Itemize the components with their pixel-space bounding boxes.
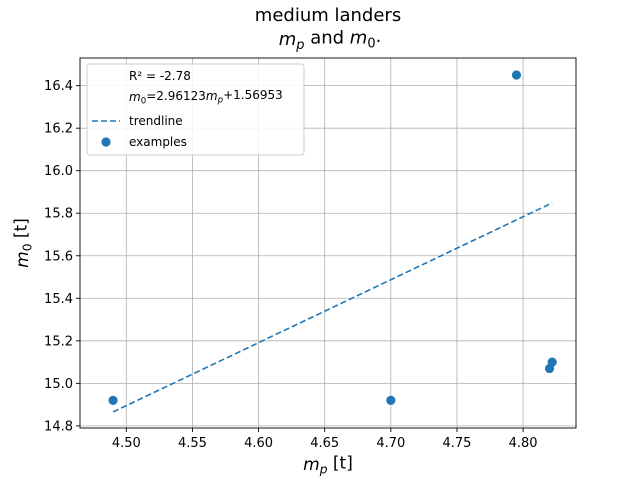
y-axis: 14.8 15.0 15.2 15.4 15.6 15.8 16.0 16.2 16.4 [44,79,80,434]
x-axis: 4.50 4.55 4.60 4.65 4.70 4.75 4.80 [112,428,538,451]
text-part: p [295,38,304,53]
text-part: [t] [328,454,353,474]
x-tick-label: 4.80 [509,436,538,451]
plot-area [79,57,577,429]
legend-r2: R² = -2.78 [129,69,191,83]
text-part: =2.96123 [146,89,206,103]
data-point [108,395,118,405]
legend: R² = -2.78m0=2.96123mp+1.56953trendlinee… [86,63,305,156]
text-part: m [303,455,320,475]
x-axis-label: mp [t] [303,454,353,477]
y-tick-label: 15.0 [44,377,73,392]
legend-examples-label: examples [129,135,187,149]
examples-series [108,70,557,405]
text-part: m [129,90,141,104]
text-part: [t] [12,218,32,243]
trendline [112,202,553,413]
legend-examples-swatch [101,137,111,147]
y-tick-label: 15.8 [44,207,73,222]
y-axis-label-text: m0 [t] [12,218,35,268]
legend-equation: m0=2.96123mp+1.56953 [129,88,283,107]
trendline-series [112,202,553,413]
y-tick-label: 15.4 [44,292,73,307]
x-tick-label: 4.55 [178,436,207,451]
grid [80,58,576,428]
data-point [547,357,557,367]
data-point [386,395,396,405]
text-part: m [279,29,297,50]
y-axis-label: m0 [t] [12,218,35,268]
text-part: 0 [367,36,375,51]
text-part: 0 [141,97,147,107]
x-tick-label: 4.75 [442,436,471,451]
text-part: 0 [21,243,35,251]
y-tick-label: 14.8 [44,419,73,434]
x-tick-label: 4.65 [310,436,339,451]
text-part: m [206,89,218,103]
text-part: and [304,27,349,48]
text-part: p [319,463,328,477]
y-tick-label: 15.6 [44,249,73,264]
y-tick-label: 16.0 [44,164,73,179]
text-part: m [13,251,33,268]
x-axis-label-text: mp [t] [303,454,353,477]
title-line-2: mp and m0. [279,26,382,53]
legend-box [86,63,305,156]
y-tick-label: 16.4 [44,79,73,94]
text-part: +1.56953 [223,88,283,102]
text-part: m [350,27,368,48]
x-tick-label: 4.60 [244,436,273,451]
title-line-1: medium landers [255,5,401,26]
text-part: p [217,96,224,106]
y-tick-label: 16.2 [44,122,73,137]
x-tick-label: 4.50 [112,436,141,451]
legend-trendline-label: trendline [129,114,183,128]
data-point [511,70,522,80]
y-tick-label: 15.2 [44,334,73,349]
x-tick-label: 4.70 [376,436,405,451]
text-part: . [376,26,382,47]
